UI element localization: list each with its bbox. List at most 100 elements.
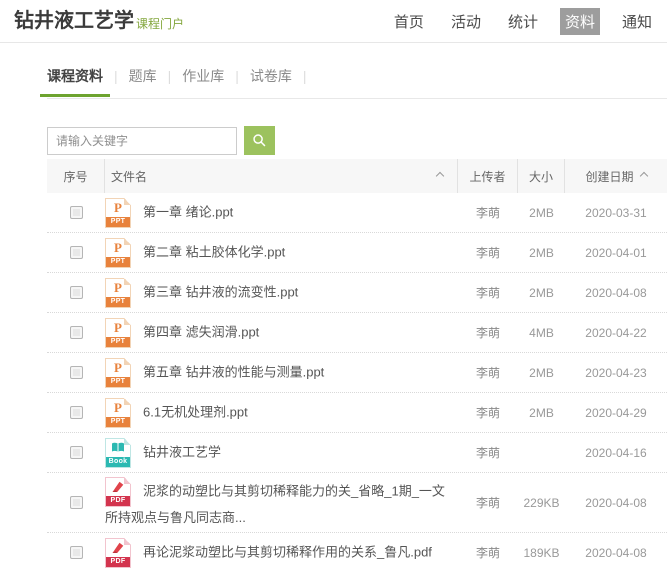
file-link[interactable]: 第一章 绪论.ppt (143, 203, 234, 219)
table-row: PDF 再论泥浆动塑比与其剪切稀释作用的关系_鲁凡.pdf 李萌 189KB 2… (47, 533, 667, 572)
folded-corner (124, 317, 131, 325)
book-file-icon: Book (105, 437, 131, 468)
filename-cell: P PPT 第五章 钻井液的性能与测量.ppt (105, 354, 458, 392)
header-created-label: 创建日期 (585, 169, 634, 184)
file-table: 序号 文件名 上传者 大小 创建日期 P (47, 159, 667, 572)
tab-bar: 课程资料 | 题库 | 作业库 | 试卷库 | (47, 66, 667, 99)
folded-corner (124, 537, 131, 545)
tab-separator: | (302, 68, 307, 84)
tab-1[interactable]: 题库 (128, 68, 157, 84)
header-index: 序号 (47, 159, 105, 193)
file-link[interactable]: 第二章 粘土胶体化学.ppt (143, 243, 286, 259)
row-checkbox[interactable] (69, 546, 83, 559)
course-title-group: 钻井液工艺学 课程门户 (14, 10, 184, 32)
row-checkbox-cell (47, 366, 105, 379)
created-cell: 2020-04-01 (585, 245, 647, 260)
ppt-file-icon: P PPT (105, 317, 131, 348)
uploader-cell: 李萌 (475, 546, 500, 560)
table-row: P PPT 第二章 粘土胶体化学.ppt 李萌 2MB 2020-04-01 (47, 233, 667, 273)
folded-corner (124, 277, 131, 285)
pdf-glyph-icon (112, 481, 124, 492)
row-checkbox[interactable] (69, 366, 83, 379)
filename-cell: P PPT 第四章 滤失润滑.ppt (105, 314, 458, 352)
created-cell: 2020-03-31 (585, 205, 647, 220)
main-content: 课程资料 | 题库 | 作业库 | 试卷库 | 序号 文件名 上传者 大小 创建日期 (0, 66, 667, 572)
nav-item-1[interactable]: 活动 (450, 13, 481, 31)
folded-corner (124, 197, 131, 205)
filename-cell: P PPT 第三章 钻井液的流变性.ppt (105, 274, 458, 312)
created-cell: 2020-04-16 (585, 445, 647, 460)
row-checkbox-cell (47, 546, 105, 559)
filename-cell: P PPT 第二章 粘土胶体化学.ppt (105, 234, 458, 272)
file-link[interactable]: 6.1无机处理剂.ppt (143, 403, 248, 419)
header-filename[interactable]: 文件名 (105, 159, 458, 193)
table-row: P PPT 第三章 钻井液的流变性.ppt 李萌 2MB 2020-04-08 (47, 273, 667, 313)
folded-corner (124, 357, 131, 365)
ppt-file-icon: P PPT (105, 197, 131, 228)
row-checkbox[interactable] (69, 496, 83, 509)
ppt-file-icon: P PPT (105, 397, 131, 428)
size-cell: 2MB (529, 405, 554, 420)
filename-cell: Book 钻井液工艺学 (105, 434, 458, 472)
top-nav: 首页 活动 统计 资料 通知 (372, 7, 657, 35)
row-checkbox[interactable] (69, 246, 83, 259)
nav-item-2[interactable]: 统计 (507, 13, 538, 31)
filename-cell: PDF 再论泥浆动塑比与其剪切稀释作用的关系_鲁凡.pdf (105, 534, 458, 572)
file-link[interactable]: 第五章 钻井液的性能与测量.ppt (143, 363, 325, 379)
file-link[interactable]: 第三章 钻井液的流变性.ppt (143, 283, 299, 299)
row-checkbox[interactable] (69, 326, 83, 339)
file-link[interactable]: 第四章 滤失润滑.ppt (143, 323, 260, 339)
file-link[interactable]: 泥浆的动塑比与其剪切稀释能力的关_省略_1期_一文所持观点与鲁凡同志商... (105, 483, 445, 525)
size-cell: 2MB (529, 205, 554, 220)
tab-0[interactable]: 课程资料 (47, 68, 103, 84)
header-size: 大小 (518, 159, 565, 193)
search-input[interactable] (47, 126, 237, 155)
search-icon (253, 134, 266, 147)
row-checkbox-cell (47, 206, 105, 219)
created-cell: 2020-04-08 (585, 545, 647, 560)
search-button[interactable] (244, 126, 275, 155)
pdf-file-icon: PDF (105, 477, 131, 507)
course-portal-link[interactable]: 课程门户 (136, 17, 185, 31)
uploader-cell: 李萌 (475, 326, 500, 340)
topbar: 钻井液工艺学 课程门户 首页 活动 统计 资料 通知 (0, 0, 667, 43)
row-checkbox-cell (47, 496, 105, 509)
row-checkbox-cell (47, 446, 105, 459)
uploader-cell: 李萌 (475, 446, 500, 460)
pdf-file-icon: PDF (105, 537, 131, 568)
pdf-glyph-icon (112, 542, 124, 553)
nav-item-3[interactable]: 资料 (559, 7, 600, 35)
ppt-file-icon: P PPT (105, 237, 131, 268)
row-checkbox[interactable] (69, 206, 83, 219)
file-link[interactable]: 钻井液工艺学 (143, 443, 222, 459)
row-checkbox[interactable] (69, 286, 83, 299)
size-cell: 189KB (523, 545, 560, 560)
folded-corner (124, 477, 131, 484)
uploader-cell: 李萌 (475, 206, 500, 220)
row-checkbox-cell (47, 286, 105, 299)
size-cell: 2MB (529, 365, 554, 380)
row-checkbox[interactable] (69, 406, 83, 419)
filename-cell: PDF 泥浆的动塑比与其剪切稀释能力的关_省略_1期_一文所持观点与鲁凡同志商.… (105, 473, 458, 532)
file-link[interactable]: 再论泥浆动塑比与其剪切稀释作用的关系_鲁凡.pdf (143, 543, 432, 559)
header-filename-label: 文件名 (111, 169, 148, 184)
uploader-cell: 李萌 (475, 366, 500, 380)
nav-item-0[interactable]: 首页 (393, 13, 424, 31)
header-created[interactable]: 创建日期 (565, 159, 667, 193)
table-header: 序号 文件名 上传者 大小 创建日期 (47, 159, 667, 193)
tab-3[interactable]: 试卷库 (249, 68, 292, 84)
sort-asc-icon[interactable] (435, 171, 445, 181)
tab-2[interactable]: 作业库 (182, 68, 225, 84)
filename-cell: P PPT 6.1无机处理剂.ppt (105, 394, 458, 432)
sort-asc-icon[interactable] (639, 171, 648, 181)
size-cell: 229KB (523, 495, 560, 510)
folded-corner (124, 437, 131, 445)
nav-item-4[interactable]: 通知 (621, 13, 652, 31)
uploader-cell: 李萌 (475, 246, 500, 260)
created-cell: 2020-04-08 (585, 495, 647, 510)
tab-separator: | (167, 68, 172, 84)
page-title: 钻井液工艺学 (14, 10, 134, 32)
tab-separator: | (114, 68, 118, 84)
table-row: P PPT 第一章 绪论.ppt 李萌 2MB 2020-03-31 (47, 193, 667, 233)
row-checkbox[interactable] (69, 446, 83, 459)
